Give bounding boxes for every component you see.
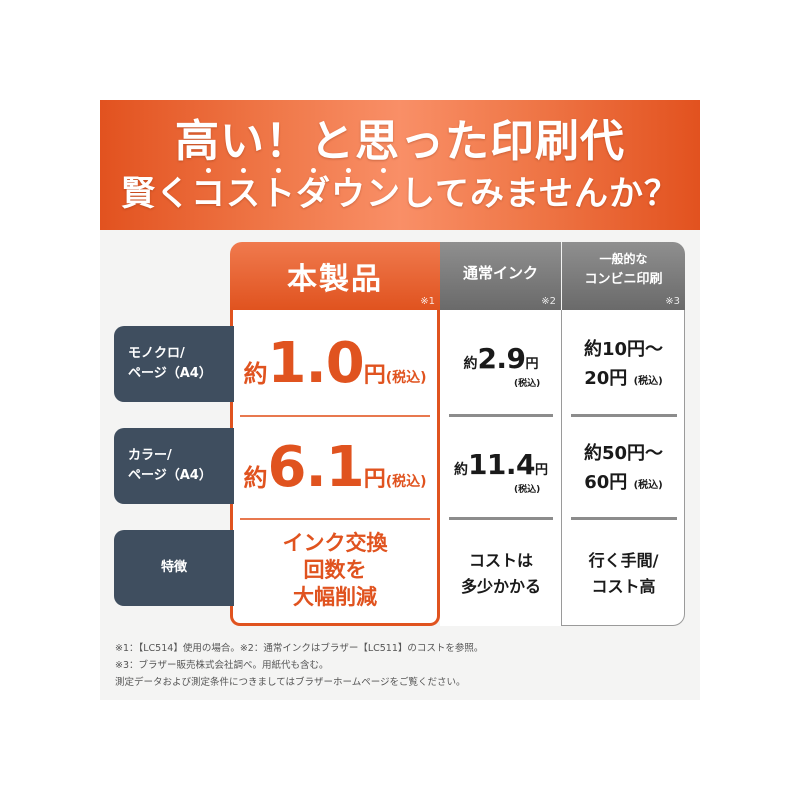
footnote-disclaimer: 測定データおよび測定条件につきましてはブラザーホームページをご覧ください。 bbox=[115, 677, 466, 688]
row-divider bbox=[571, 414, 677, 417]
price-convenience-color: 約50円～ 60円 (税込) bbox=[583, 443, 664, 493]
price-this-product-mono: 約1.0円(税込) bbox=[243, 331, 427, 396]
column-header-regular-ink: 通常インク ※2 bbox=[440, 242, 561, 310]
headline-line2: 賢くコストダウンしてみませんか？ bbox=[121, 168, 679, 214]
headline-banner: 高い！と思った印刷代 賢くコストダウンしてみませんか？ bbox=[100, 100, 700, 230]
row-label-monochrome: モノクロ/ ページ（A4） bbox=[114, 326, 234, 402]
column-header-this-product: 本製品 ※1 bbox=[230, 242, 440, 310]
price-regular-ink-color: 約11.4円 (税込) bbox=[453, 448, 549, 495]
footnotes: ※1：【LC514】使用の場合。※2：通常インクはブラザー【LC511】のコスト… bbox=[115, 640, 483, 691]
footnote-marker: ※3 bbox=[665, 296, 680, 307]
row-divider bbox=[449, 517, 553, 520]
column-body-convenience-store bbox=[562, 310, 685, 626]
footnote-1-2: ※1：【LC514】使用の場合。※2：通常インクはブラザー【LC511】のコスト… bbox=[115, 643, 484, 654]
feature-regular-ink: コストは 多少かかる bbox=[460, 551, 541, 596]
footnote-marker: ※1 bbox=[420, 296, 435, 307]
row-label-color: カラー/ ページ（A4） bbox=[114, 428, 234, 504]
price-convenience-mono: 約10円～ 20円 (税込) bbox=[583, 339, 664, 389]
headline-line1: 高い！と思った印刷代 bbox=[175, 116, 625, 167]
row-divider bbox=[240, 415, 430, 417]
price-this-product-color: 約6.1円(税込) bbox=[243, 435, 427, 500]
footnote-marker: ※2 bbox=[541, 296, 556, 307]
row-divider bbox=[571, 517, 677, 520]
row-divider bbox=[449, 414, 553, 417]
footnote-3: ※3：ブラザー販売株式会社調べ。用紙代も含む。 bbox=[115, 660, 329, 671]
feature-convenience-store: 行く手間/ コスト高 bbox=[588, 551, 659, 596]
row-divider bbox=[240, 518, 430, 520]
price-regular-ink-mono: 約2.9円 (税込) bbox=[463, 342, 541, 389]
column-body-regular-ink bbox=[440, 310, 562, 626]
column-header-convenience-store: 一般的な コンビニ印刷 ※3 bbox=[562, 242, 685, 310]
row-label-features: 特徴 bbox=[114, 530, 234, 606]
feature-this-product: インク交換 回数を 大幅削減 bbox=[282, 531, 388, 609]
